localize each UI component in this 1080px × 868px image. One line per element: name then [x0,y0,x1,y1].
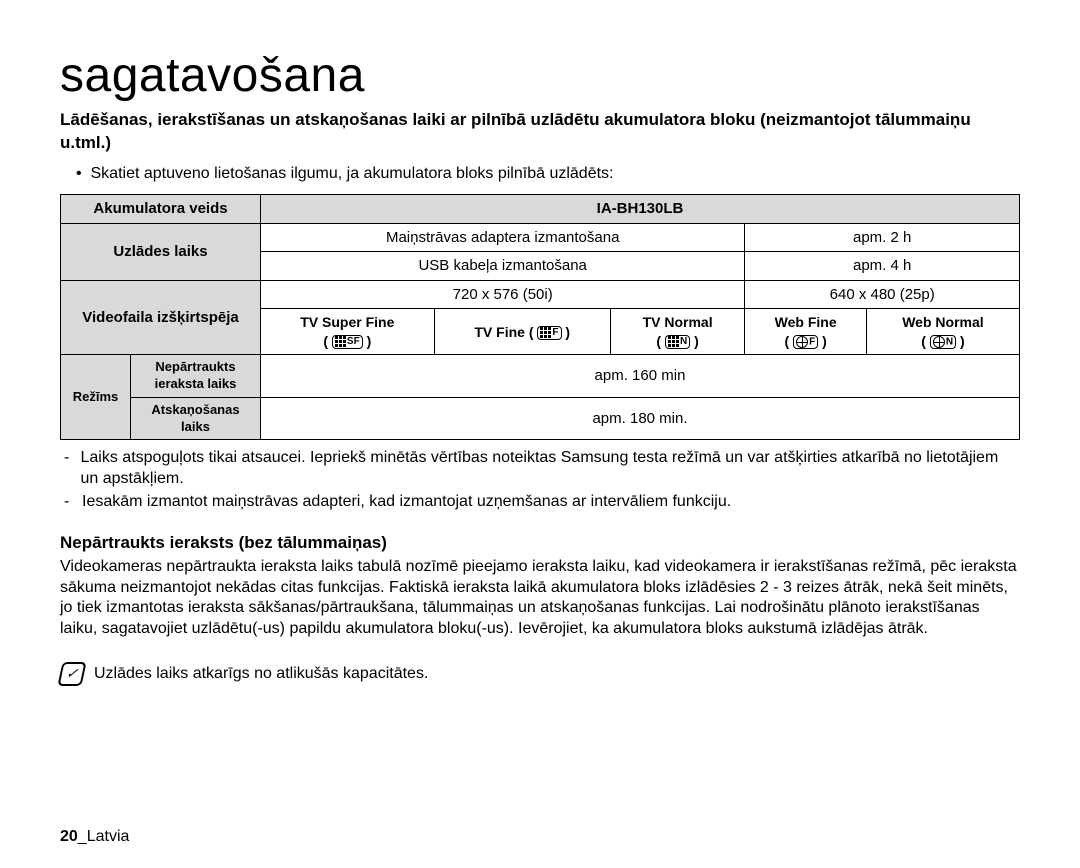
web-normal-label: Web Normal [902,314,983,330]
cell-web-fine: Web Fine ( F ) [745,309,867,354]
grid-f-icon: F [537,326,561,340]
page-footer: 20_Latvia [60,828,129,846]
tv-fine-close: ) [565,324,570,340]
section-title: Nepārtraukts ieraksts (bez tālummaiņas) [60,533,1020,553]
info-note-row: ✓ Uzlādes laiks atkarīgs no atlikušās ka… [60,662,1020,686]
cell-playback-val: apm. 180 min. [261,397,1020,440]
tv-normal-label: TV Normal [643,314,713,330]
note-2: Iesakām izmantot maiņstrāvas adapteri, k… [82,492,731,513]
cell-ac-time: apm. 2 h [745,223,1020,252]
cell-usb-cable: USB kabeļa izmantošana [261,252,745,281]
info-note-text: Uzlādes laiks atkarīgs no atlikušās kapa… [94,665,428,683]
cell-usb-time: apm. 4 h [745,252,1020,281]
page-title: sagatavošana [60,48,1020,103]
footer-label: _Latvia [78,828,130,845]
cell-mode-label: Režīms [61,354,131,440]
cell-playback-label: Atskaņošanas laiks [131,397,261,440]
cell-tv-normal: TV Normal ( N ) [610,309,745,354]
grid-n-icon: N [665,335,690,349]
cell-web-normal: Web Normal ( N ) [866,309,1019,354]
cell-res-720: 720 x 576 (50i) [261,280,745,309]
page-subtitle: Lādēšanas, ierakstīšanas un atskaņošanas… [60,109,1020,155]
globe-f-icon: F [793,335,818,350]
cell-cont-rec-val: apm. 160 min [261,354,1020,397]
tv-fine-label: TV Fine ( [474,324,533,340]
intro-bullet-text: Skatiet aptuveno lietošanas ilgumu, ja a… [91,165,614,182]
spec-table: Akumulatora veids IA-BH130LB Uzlādes lai… [60,194,1020,440]
tv-super-fine-label: TV Super Fine [300,314,394,330]
cell-battery-type-label: Akumulatora veids [61,195,261,224]
cell-tv-fine: TV Fine ( F ) [434,309,610,354]
section-body: Videokameras nepārtraukta ieraksta laiks… [60,557,1020,640]
cell-tv-super-fine: TV Super Fine ( SF ) [261,309,435,354]
note-icon: ✓ [57,662,86,686]
cell-res-640: 640 x 480 (25p) [745,280,1020,309]
globe-n-icon: N [930,335,956,350]
grid-sf-icon: SF [332,335,363,349]
cell-battery-model: IA-BH130LB [261,195,1020,224]
page-number: 20 [60,828,78,845]
cell-cont-rec-label: Nepārtraukts ieraksta laiks [131,354,261,397]
web-fine-label: Web Fine [775,314,837,330]
intro-bullet: • Skatiet aptuveno lietošanas ilgumu, ja… [76,163,1020,185]
cell-ac-adapter: Maiņstrāvas adaptera izmantošana [261,223,745,252]
notes-block: -Laiks atspoguļots tikai atsaucei. Iepri… [60,448,1020,512]
cell-charge-time-label: Uzlādes laiks [61,223,261,280]
note-1: Laiks atspoguļots tikai atsaucei. Ieprie… [81,448,1021,490]
cell-resolution-label: Videofaila izšķirtspēja [61,280,261,354]
